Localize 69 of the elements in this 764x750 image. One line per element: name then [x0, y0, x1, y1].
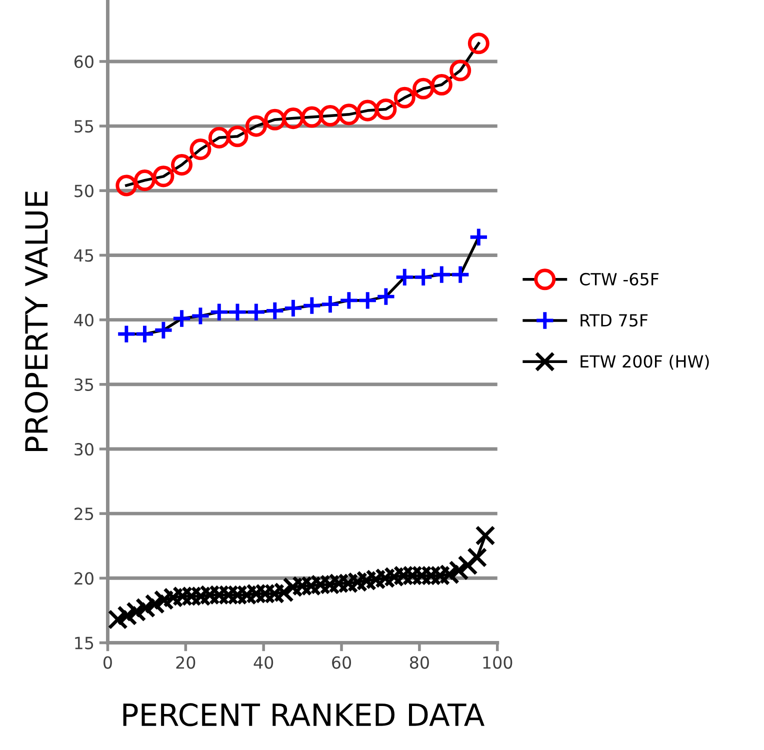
y-tick-label: 55 — [74, 120, 94, 133]
point — [264, 300, 285, 321]
point — [375, 98, 397, 120]
x-tick-label: 0 — [104, 656, 112, 669]
x-tick-label: 40 — [254, 656, 274, 669]
y-tick-label: 35 — [74, 378, 94, 391]
point — [319, 104, 341, 126]
point — [126, 602, 146, 622]
point — [144, 594, 165, 614]
point — [475, 525, 496, 546]
point — [208, 126, 230, 148]
y-tick-label: 30 — [74, 442, 94, 456]
y-tick-label: 60 — [74, 55, 94, 68]
point — [301, 106, 323, 128]
point — [432, 264, 452, 285]
point — [450, 60, 472, 82]
point — [245, 115, 267, 137]
y-tick-label: 20 — [74, 572, 94, 585]
point — [135, 598, 156, 618]
point — [152, 166, 174, 188]
y-axis-title: PROPERTY VALUE — [24, 191, 48, 452]
point — [356, 100, 378, 122]
point — [412, 78, 434, 100]
point — [172, 308, 192, 329]
point — [209, 302, 230, 322]
point — [468, 32, 490, 54]
point — [116, 174, 138, 196]
x-tick-label: 80 — [410, 656, 429, 669]
point — [320, 294, 340, 314]
point — [458, 555, 478, 576]
x-tick-label: 100 — [483, 656, 512, 669]
point — [450, 264, 470, 285]
y-tick-label: 50 — [74, 184, 94, 198]
point — [226, 126, 248, 148]
point — [190, 306, 211, 326]
point — [116, 324, 136, 344]
x-tick-label: 20 — [176, 656, 196, 669]
point — [170, 154, 193, 176]
point — [108, 609, 128, 630]
point — [134, 324, 155, 344]
y-tick-label: 15 — [75, 636, 94, 650]
legend-label: ETW 200F (HW) — [580, 354, 709, 370]
point — [246, 302, 266, 322]
point — [264, 108, 286, 130]
point — [394, 86, 416, 108]
point — [430, 74, 452, 96]
point — [283, 298, 304, 318]
legend-label: CTW -65F — [580, 272, 658, 286]
point — [468, 227, 489, 248]
point — [282, 108, 304, 130]
point — [227, 302, 248, 322]
y-tick-label: 45 — [74, 249, 94, 262]
y-tick-label: 25 — [74, 508, 94, 520]
x-axis-title: PERCENT RANKED DATA — [123, 703, 484, 726]
point — [376, 286, 396, 307]
point — [153, 320, 174, 340]
point — [394, 267, 415, 288]
point — [302, 296, 322, 316]
point — [467, 547, 488, 568]
legend-label: RTD 75F — [580, 314, 648, 327]
x-tick-label: 60 — [332, 656, 352, 669]
point — [358, 290, 378, 311]
point — [134, 170, 156, 192]
point — [448, 560, 469, 580]
y-tick-label: 40 — [74, 314, 94, 326]
point — [338, 290, 359, 311]
point — [190, 138, 212, 160]
point — [338, 104, 360, 126]
point — [413, 267, 434, 288]
